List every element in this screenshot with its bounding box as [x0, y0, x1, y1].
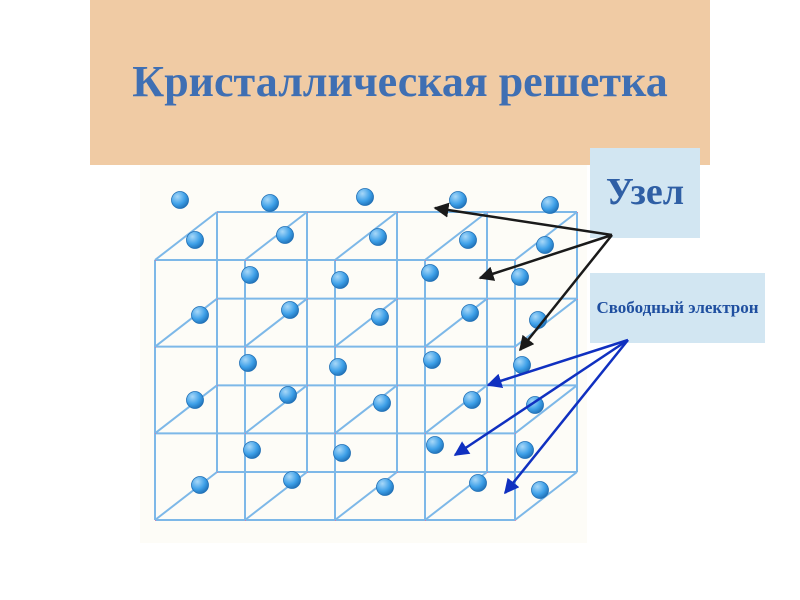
- label-node: Узел: [590, 148, 700, 238]
- crystal-lattice-diagram: [140, 145, 587, 543]
- label-node-text: Узел: [606, 172, 684, 214]
- label-electron-text: Свободный электрон: [596, 299, 758, 318]
- title-banner: Кристаллическая решетка: [90, 0, 710, 165]
- title-text: Кристаллическая решетка: [132, 59, 667, 105]
- label-free-electron: Свободный электрон: [590, 273, 765, 343]
